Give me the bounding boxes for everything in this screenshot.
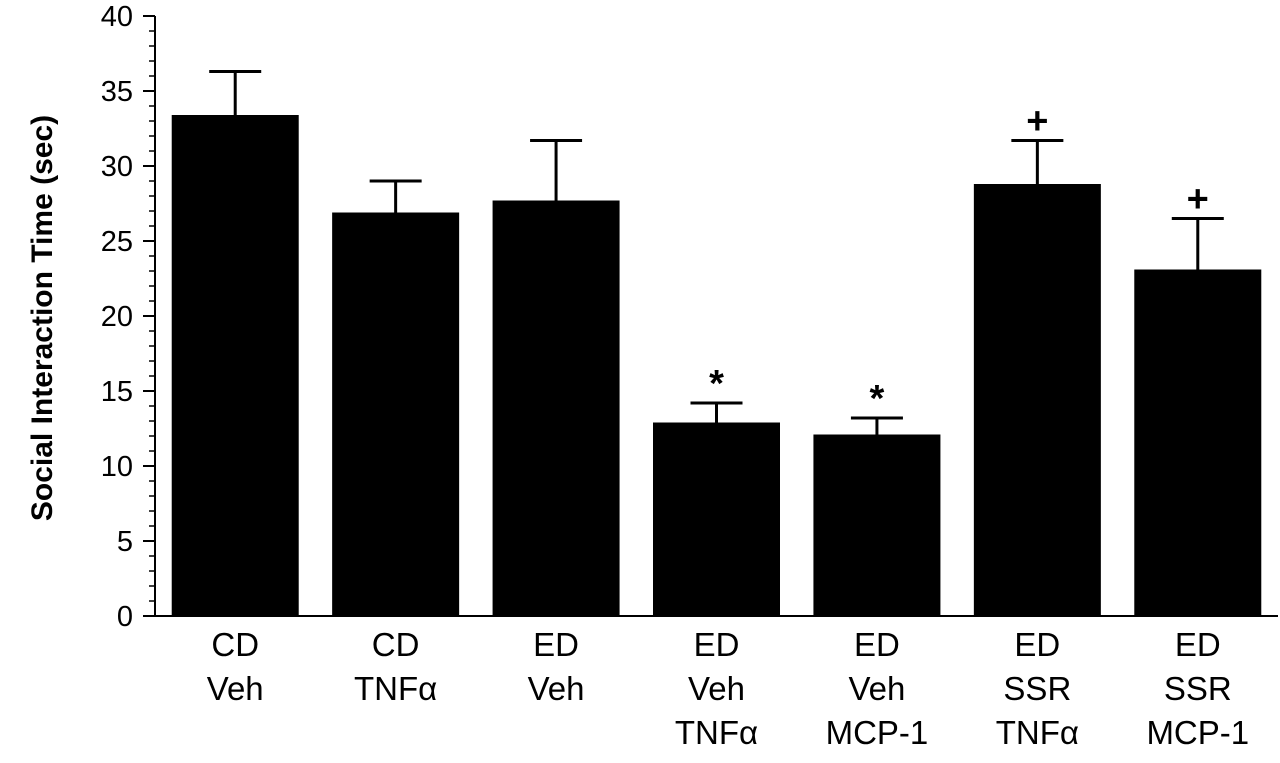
x-axis: CD Veh CD TNFα ED Veh ED Veh TNFα ED Veh MCP-1 ED SSR… bbox=[155, 615, 1278, 751]
x-tick-label: SSR bbox=[1164, 670, 1232, 707]
y-tick-label: 0 bbox=[117, 601, 133, 633]
bar bbox=[332, 212, 460, 616]
y-tick-label: 5 bbox=[117, 526, 133, 558]
x-tick-label: ED bbox=[533, 626, 579, 663]
significance-marker: * bbox=[870, 378, 885, 420]
y-axis-label: Social Interaction Time (sec) bbox=[26, 115, 59, 521]
bar bbox=[813, 434, 941, 616]
bar bbox=[171, 115, 299, 616]
bar bbox=[973, 184, 1101, 616]
x-tick-label: ED bbox=[694, 626, 740, 663]
bar bbox=[1134, 269, 1262, 616]
x-tick-label: ED bbox=[1175, 626, 1221, 663]
x-tick-label: Veh bbox=[848, 670, 905, 707]
x-tick-label: ED bbox=[854, 626, 900, 663]
bar bbox=[492, 200, 620, 616]
x-tick-label: CD bbox=[372, 626, 420, 663]
y-tick-label: 20 bbox=[101, 301, 133, 333]
significance-marker: + bbox=[1187, 179, 1209, 221]
y-tick-label: 10 bbox=[101, 451, 133, 483]
significance-marker: + bbox=[1026, 101, 1048, 143]
x-tick-label: TNFα bbox=[675, 714, 758, 751]
x-tick-label: Veh bbox=[207, 670, 264, 707]
bar bbox=[653, 422, 780, 616]
y-tick-label: 30 bbox=[101, 151, 133, 183]
y-tick-label: 40 bbox=[101, 1, 133, 33]
x-tick-label: Veh bbox=[688, 670, 745, 707]
x-tick-label: Veh bbox=[528, 670, 585, 707]
x-tick-label: MCP-1 bbox=[826, 714, 929, 751]
y-axis: 0 5 10 15 20 25 30 35 40 bbox=[101, 1, 156, 633]
x-tick-label: TNFα bbox=[996, 714, 1079, 751]
x-tick-label: TNFα bbox=[354, 670, 437, 707]
x-tick-label: CD bbox=[211, 626, 259, 663]
y-tick-label: 25 bbox=[101, 226, 133, 258]
x-tick-label: ED bbox=[1014, 626, 1060, 663]
y-tick-label: 35 bbox=[101, 76, 133, 108]
x-tick-label: MCP-1 bbox=[1146, 714, 1249, 751]
bars: * * + + bbox=[171, 70, 1262, 616]
y-tick-label: 15 bbox=[101, 376, 133, 408]
significance-marker: * bbox=[709, 363, 724, 405]
x-tick-label: SSR bbox=[1003, 670, 1071, 707]
